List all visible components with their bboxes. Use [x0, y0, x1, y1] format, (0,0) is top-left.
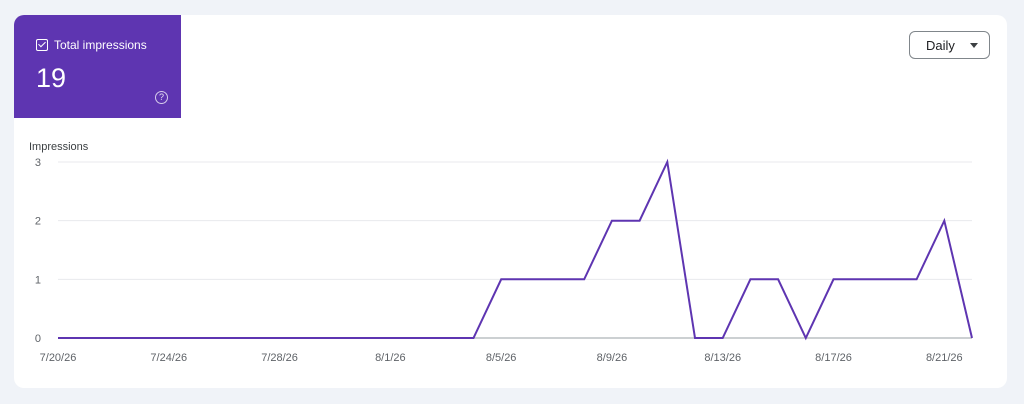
x-tick-label: 8/1/26 [375, 352, 406, 364]
impressions-line-chart: 0 1 2 3 7/20/26 7/24/26 7/28/26 8/1/26 8/5/26 8/9… [35, 157, 973, 364]
y-axis-title: Impressions [29, 141, 89, 153]
total-impressions-tile[interactable]: Total impressions 19 ? [14, 15, 181, 118]
series-line [58, 158, 973, 341]
x-tick-label: 7/28/26 [261, 352, 298, 364]
x-tick-label: 8/21/26 [926, 352, 963, 364]
x-tick-label: 8/17/26 [815, 352, 852, 364]
y-tick-label: 2 [35, 216, 41, 228]
x-tick-label: 8/13/26 [704, 352, 741, 364]
x-tick-label: 7/20/26 [40, 352, 77, 364]
x-tick-label: 8/5/26 [486, 352, 517, 364]
y-tick-label: 1 [35, 274, 41, 286]
y-tick-label: 0 [35, 333, 41, 345]
performance-card: Total impressions 19 ? Daily Impressions… [14, 15, 1007, 388]
metric-label: Total impressions [54, 38, 147, 52]
checkbox-checked-icon[interactable] [36, 39, 48, 51]
caret-down-icon [970, 43, 978, 48]
granularity-selected: Daily [926, 38, 955, 53]
x-tick-label: 7/24/26 [150, 352, 187, 364]
metric-header: Total impressions [36, 38, 147, 52]
metric-value: 19 [36, 63, 67, 93]
x-tick-label: 8/9/26 [597, 352, 628, 364]
granularity-dropdown[interactable]: Daily [909, 31, 990, 59]
help-circle-icon[interactable]: ? [155, 91, 168, 104]
y-tick-label: 3 [35, 157, 41, 169]
